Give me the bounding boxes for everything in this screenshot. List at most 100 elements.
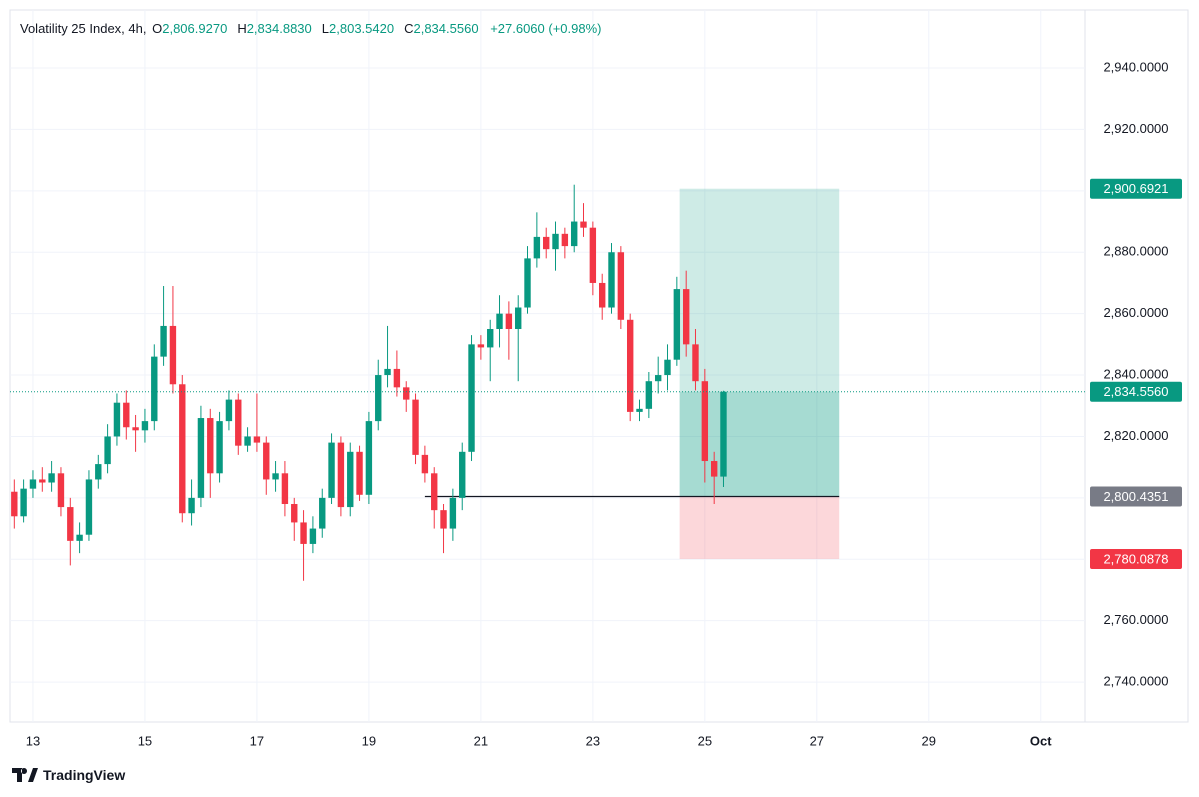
candle-body bbox=[505, 313, 513, 330]
y-tick-label: 2,740.0000 bbox=[1103, 674, 1168, 689]
candle-body bbox=[272, 473, 279, 480]
ohlc-value: 2,834.8830 bbox=[246, 21, 312, 36]
candle-body bbox=[692, 344, 699, 382]
symbol: Volatility 25 Index, 4h, bbox=[20, 21, 147, 36]
candle-body bbox=[235, 399, 242, 446]
ohlc-value: 2,834.5560 bbox=[413, 21, 479, 36]
candle-body bbox=[300, 522, 307, 544]
change: +27.6060 (+0.98%) bbox=[490, 21, 602, 36]
ohlc-items: O2,806.9270 H2,834.8830 L2,803.5420 C2,834.… bbox=[150, 21, 486, 36]
y-tick-label: 2,880.0000 bbox=[1103, 244, 1168, 259]
stop-zone bbox=[679, 496, 840, 560]
candle-body bbox=[468, 344, 475, 452]
stop-price-label: 2,780.0878 bbox=[1103, 551, 1168, 566]
candle-body bbox=[207, 418, 214, 474]
y-tick-label: 2,760.0000 bbox=[1103, 612, 1168, 627]
ohlc-key: L bbox=[321, 21, 330, 36]
ohlc-key: H bbox=[237, 21, 247, 36]
candle-body bbox=[67, 507, 74, 541]
candle-body bbox=[496, 313, 503, 330]
candle-body bbox=[85, 479, 93, 535]
candle-body bbox=[599, 282, 606, 308]
ohlc-value: 2,806.9270 bbox=[162, 21, 228, 36]
candle-body bbox=[654, 375, 662, 382]
candle-body bbox=[197, 418, 205, 498]
brand: TradingView bbox=[12, 767, 125, 783]
candle-body bbox=[281, 473, 289, 505]
candle-body bbox=[20, 488, 27, 517]
candle-body bbox=[440, 510, 447, 529]
candle-body bbox=[682, 289, 690, 345]
candle-body bbox=[263, 442, 270, 480]
x-tick-label: 19 bbox=[362, 733, 376, 748]
current-price-box bbox=[1090, 381, 1182, 402]
candle-body bbox=[487, 329, 494, 348]
candle-body bbox=[477, 344, 485, 348]
candle-body bbox=[580, 221, 587, 228]
x-tick-label: 29 bbox=[922, 733, 936, 748]
candle-body bbox=[589, 227, 597, 283]
candle-body bbox=[95, 464, 102, 480]
candle-body bbox=[328, 442, 335, 498]
current-price-label: 2,834.5560 bbox=[1103, 384, 1168, 399]
entry-price-box bbox=[1090, 486, 1182, 507]
candle-body bbox=[431, 473, 438, 511]
candle-body bbox=[188, 497, 195, 514]
candle-body bbox=[160, 325, 167, 357]
candle-body bbox=[48, 473, 55, 483]
candle-body bbox=[701, 381, 709, 462]
x-tick-label: 27 bbox=[810, 733, 824, 748]
candle-body bbox=[449, 497, 457, 529]
candle-body bbox=[76, 534, 83, 541]
ohlc-key: C bbox=[404, 21, 414, 36]
candle-body bbox=[337, 442, 345, 508]
entry-price-label: 2,800.4351 bbox=[1103, 489, 1168, 504]
x-tick-label: 21 bbox=[474, 733, 488, 748]
y-tick-label: 2,920.0000 bbox=[1103, 121, 1168, 136]
candle-body bbox=[626, 319, 634, 412]
candle-body bbox=[459, 451, 466, 498]
candle-body bbox=[365, 421, 373, 495]
candle-body bbox=[533, 236, 541, 259]
y-tick-label: 2,840.0000 bbox=[1103, 366, 1168, 381]
candle-body bbox=[356, 451, 363, 495]
brand-name: TradingView bbox=[43, 767, 126, 783]
x-tick-label: 17 bbox=[250, 733, 264, 748]
candle-body bbox=[664, 359, 671, 376]
y-tick-label: 2,860.0000 bbox=[1103, 305, 1168, 320]
candle-body bbox=[393, 368, 401, 388]
candle-body bbox=[552, 233, 559, 250]
candle-body bbox=[11, 491, 18, 517]
candle-body bbox=[561, 233, 569, 247]
candle-body bbox=[636, 408, 643, 412]
ohlc-header: Volatility 25 Index, 4h, O2,806.9270 H2,8… bbox=[20, 21, 610, 36]
candle-body bbox=[169, 325, 177, 385]
x-tick-label: 13 bbox=[26, 733, 40, 748]
target-price-label: 2,900.6921 bbox=[1103, 181, 1168, 196]
x-tick-label: 25 bbox=[698, 733, 712, 748]
candle-body bbox=[375, 375, 382, 422]
candle-body bbox=[319, 497, 326, 529]
candle-body bbox=[543, 236, 550, 250]
candle-body bbox=[113, 402, 121, 437]
candle-body bbox=[151, 356, 158, 422]
candle-body bbox=[104, 436, 111, 465]
candle-body bbox=[384, 368, 391, 376]
candle-body bbox=[253, 436, 261, 443]
candle-body bbox=[123, 402, 130, 428]
candle-body bbox=[225, 399, 233, 422]
candle-body bbox=[617, 252, 625, 320]
candle-body bbox=[57, 473, 65, 508]
candle-body bbox=[216, 421, 223, 474]
target-price-box bbox=[1090, 178, 1182, 199]
candle-body bbox=[720, 391, 727, 477]
plot-border bbox=[9, 9, 1189, 723]
candle-body bbox=[710, 461, 718, 477]
candle-body bbox=[309, 528, 317, 544]
candle-body bbox=[571, 221, 578, 247]
logo bbox=[12, 768, 38, 782]
candle-body bbox=[347, 451, 354, 508]
candle-body bbox=[179, 384, 186, 514]
